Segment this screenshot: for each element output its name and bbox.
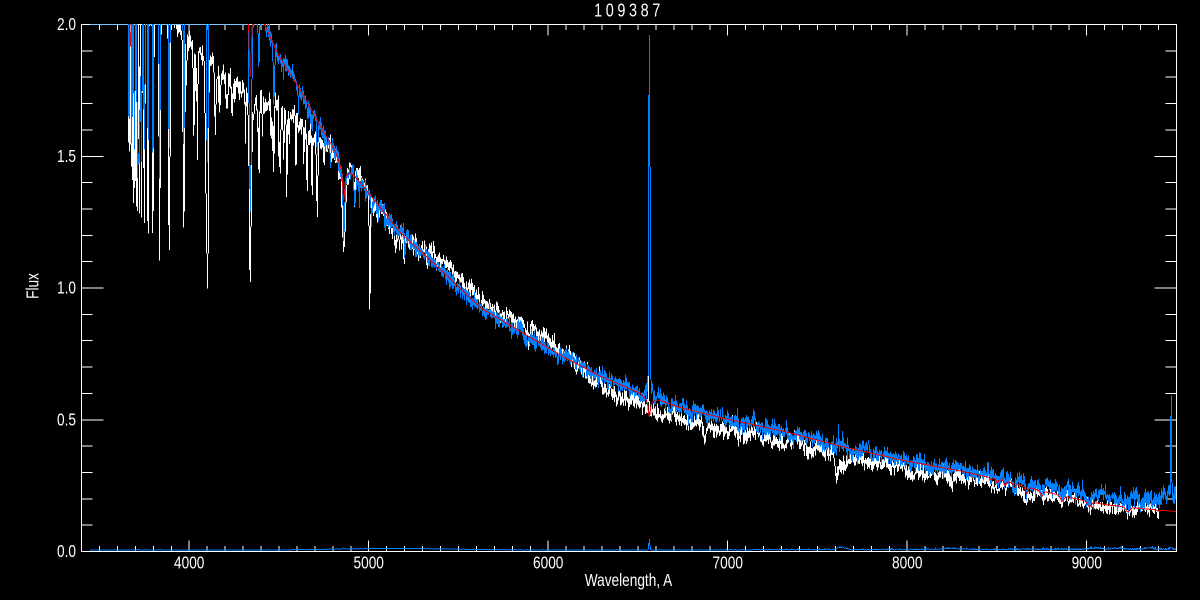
svg-text:9000: 9000 xyxy=(1072,554,1103,573)
svg-text:2.0: 2.0 xyxy=(57,16,76,35)
svg-text:Flux: Flux xyxy=(24,273,43,299)
svg-text:Wavelength, A: Wavelength, A xyxy=(585,572,673,591)
svg-text:5000: 5000 xyxy=(354,554,385,573)
svg-text:109387: 109387 xyxy=(594,0,664,21)
svg-text:4000: 4000 xyxy=(174,554,205,573)
svg-text:0.5: 0.5 xyxy=(57,411,76,430)
svg-text:7000: 7000 xyxy=(713,554,744,573)
svg-text:6000: 6000 xyxy=(533,554,564,573)
svg-text:1.5: 1.5 xyxy=(57,147,76,166)
svg-text:8000: 8000 xyxy=(892,554,923,573)
svg-text:0.0: 0.0 xyxy=(57,543,76,562)
svg-text:1.0: 1.0 xyxy=(57,279,76,298)
